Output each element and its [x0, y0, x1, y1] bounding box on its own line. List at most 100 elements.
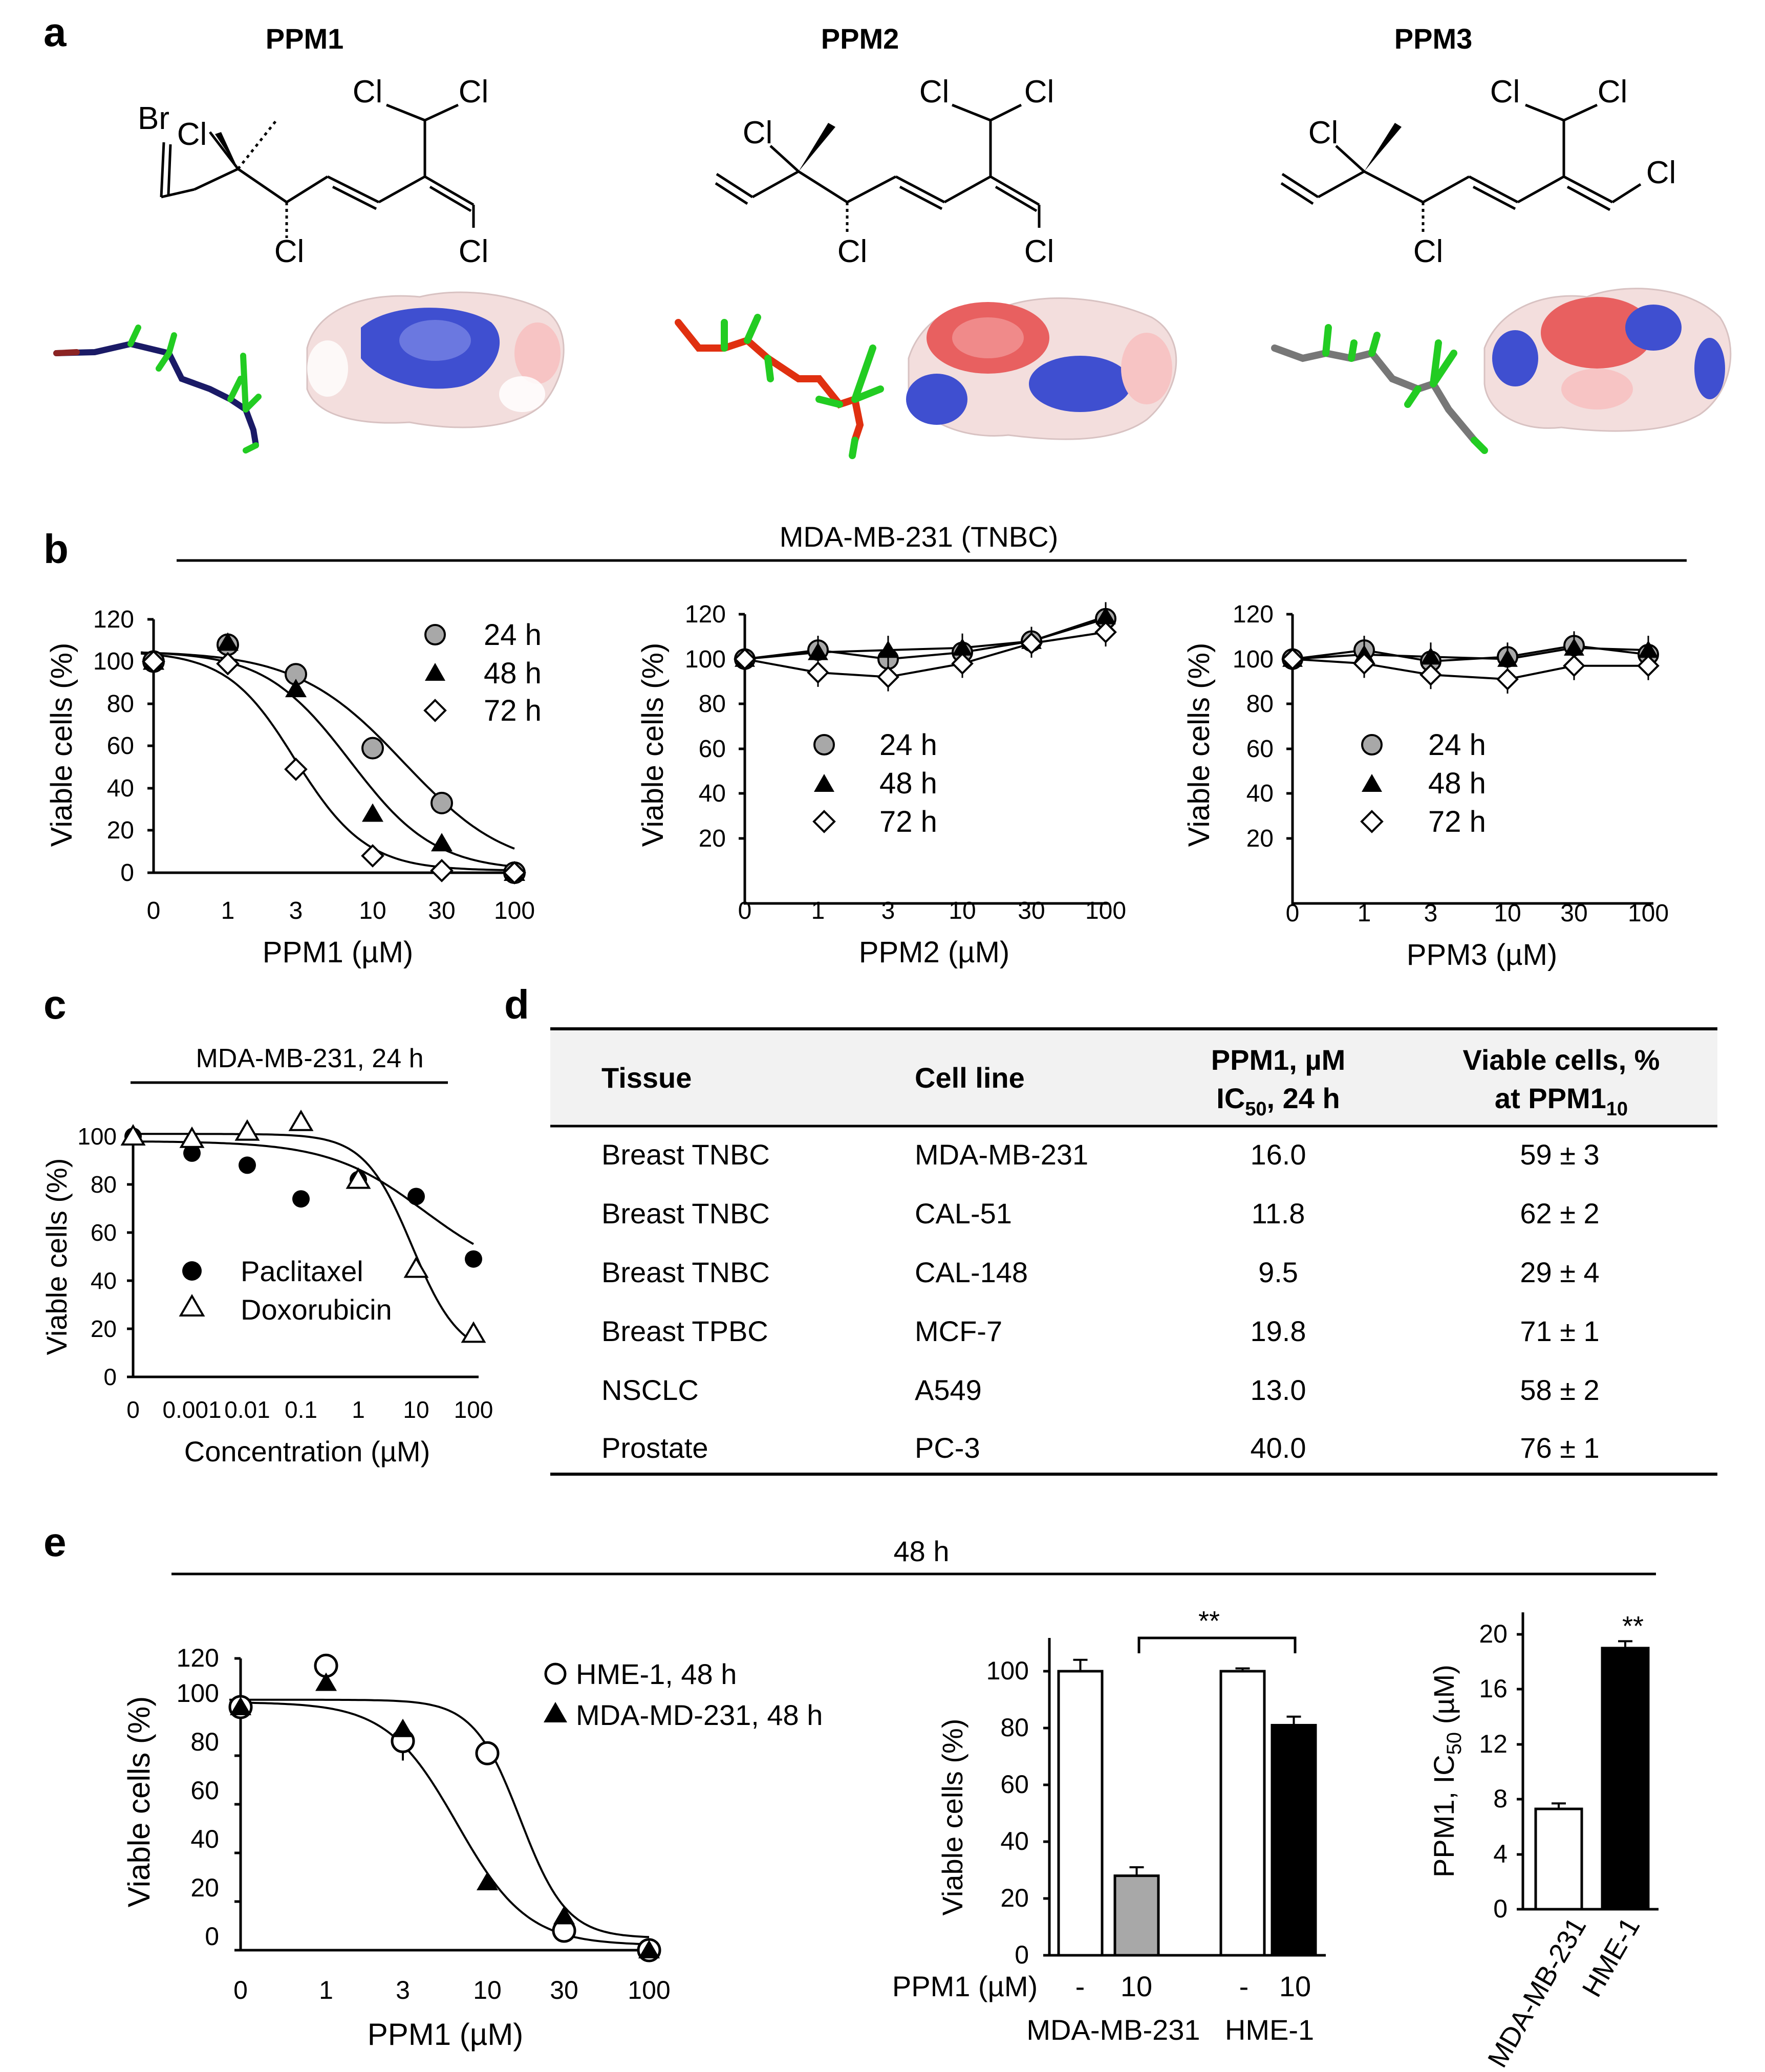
tick-label: 3: [1424, 900, 1438, 927]
tick-label: 60: [91, 1219, 117, 1246]
chart-c-yticks: 0 20 40 60 80 100: [77, 1123, 117, 1390]
column-header: at PPM110: [1495, 1082, 1628, 1120]
tick-label: 0: [1015, 1940, 1029, 1969]
significance-mark: **: [1622, 1611, 1644, 1642]
data-point: [288, 1109, 314, 1131]
data-point: [292, 1190, 310, 1208]
data-point: [461, 1321, 486, 1343]
panel-d-table: Tissue Cell line PPM1, µM IC50, 24 h Via…: [550, 1027, 1717, 1476]
tick-label: 10: [359, 897, 386, 924]
atom-label: Br: [138, 101, 169, 136]
legend-marker-48h: [1362, 774, 1382, 792]
tick-label: 120: [685, 601, 726, 628]
table-cell: MDA-MB-231: [915, 1138, 1088, 1171]
panel-label-a: a: [44, 9, 67, 55]
tick-label: 100: [628, 1976, 670, 2004]
table-cell: NSCLC: [601, 1374, 699, 1406]
tick-label: 0: [1286, 900, 1300, 927]
surface-ppm1: [306, 291, 565, 428]
table-row: Prostate PC-3 40.0 76 ± 1: [601, 1432, 1600, 1464]
atom-label: Cl: [1413, 234, 1444, 269]
chart-e1-yticks: 0 20 40 60 80 100 120: [177, 1644, 219, 1951]
data-point: [1420, 647, 1441, 665]
tick-label: 100: [986, 1656, 1029, 1685]
table-row: Breast TNBC CAL-148 9.5 29 ± 4: [601, 1256, 1600, 1288]
tick-label: 3: [881, 897, 895, 924]
atom-label: Cl: [459, 74, 489, 110]
tick-label: 30: [428, 897, 455, 924]
data-point: [431, 791, 453, 814]
tick-label: 100: [93, 648, 134, 675]
chart-b1-plot: [141, 632, 526, 884]
table-cell: Breast TNBC: [601, 1138, 770, 1171]
atom-label: Cl: [743, 115, 773, 150]
panel-label-e: e: [44, 1519, 67, 1565]
legend-label: 48 h: [484, 657, 542, 690]
legend-marker-24h: [813, 734, 835, 756]
atom-label: Cl: [1490, 74, 1520, 110]
compound-title: PPM1: [266, 23, 344, 55]
ylabel-part: PPM1, IC: [1428, 1755, 1460, 1877]
data-point: [734, 648, 756, 671]
legend-marker-72h: [423, 699, 447, 722]
header-part: at PPM1: [1495, 1082, 1606, 1114]
chart-c-xticks: 0 0.001 0.01 0.1 1 10 100: [126, 1396, 493, 1423]
table-row: Breast TNBC CAL-51 11.8 62 ± 2: [601, 1197, 1600, 1229]
tick-label: 1: [352, 1396, 365, 1423]
fit-curve: [229, 1701, 650, 1946]
series-line: [1292, 646, 1649, 660]
tick-label: 30: [550, 1976, 578, 2004]
data-point: [465, 1250, 482, 1268]
legend-marker-doxorubicin: [179, 1294, 205, 1316]
legend-marker-72h: [1360, 810, 1384, 833]
tick-label: 40: [91, 1267, 117, 1294]
tick-label: 100: [1233, 646, 1274, 673]
compound-title: PPM2: [821, 23, 899, 55]
group-label: MDA-MB-231: [1026, 2014, 1200, 2046]
tick-label: 0: [1493, 1894, 1508, 1923]
compound-title: PPM3: [1394, 23, 1473, 55]
data-point: [392, 1718, 414, 1737]
table-cell: CAL-51: [915, 1197, 1012, 1229]
table-header-bg: [550, 1029, 1717, 1126]
tick-label: 40: [107, 775, 134, 802]
atom-label: Cl: [353, 74, 383, 110]
tick-label: 0: [147, 897, 161, 924]
table-cell: 19.8: [1251, 1315, 1306, 1347]
tick-label: 60: [699, 736, 726, 763]
tick-label: 0: [205, 1922, 219, 1951]
table-row: Breast TPBC MCF-7 19.8 71 ± 1: [601, 1315, 1600, 1347]
surface-ppm3: [1483, 288, 1732, 432]
data-point: [503, 861, 526, 884]
table-cell: Breast TPBC: [601, 1315, 768, 1347]
tick-label: 1: [319, 1976, 333, 2004]
y-axis-label: Viable cells (%): [936, 1719, 968, 1916]
chart-e2-xlabels: PPM1 (µM) - 10 - 10 MDA-MB-231 HME-1: [892, 1970, 1314, 2046]
chart-c-axes: [127, 1126, 479, 1378]
table-cell: A549: [915, 1374, 982, 1406]
table-cell: 11.8: [1252, 1197, 1305, 1229]
x-axis-label: PPM3 (µM): [1407, 938, 1557, 972]
atom-label: Cl: [177, 117, 207, 152]
legend-marker-24h: [1361, 734, 1383, 756]
tick-label: 20: [107, 817, 134, 844]
tick-label: 10: [949, 897, 976, 924]
data-point: [1637, 654, 1660, 677]
tick-label: 0: [120, 859, 134, 887]
x-axis-label: PPM1 (µM): [263, 936, 413, 969]
atom-label: Cl: [459, 234, 489, 269]
table-cell: 58 ± 2: [1520, 1374, 1599, 1406]
table-header: Tissue Cell line PPM1, µM IC50, 24 h Via…: [601, 1044, 1660, 1120]
legend-label: 72 h: [484, 694, 542, 727]
tick-label: 60: [1246, 736, 1274, 763]
ylabel-sub: 50: [1443, 1732, 1466, 1755]
table-row: Breast TNBC MDA-MB-231 16.0 59 ± 3: [601, 1138, 1600, 1171]
panel-b: MDA-MB-231 (TNBC) 0 20 40 60 80 100 120 …: [45, 521, 1687, 972]
data-point: [638, 1940, 660, 1958]
tick-label: 20: [699, 825, 726, 852]
panel-label-b: b: [44, 526, 69, 572]
legend-label: Doxorubicin: [241, 1293, 392, 1326]
y-axis-label: Viable cells (%): [1182, 643, 1216, 847]
legend-label: 48 h: [1428, 767, 1486, 800]
tick-label: 20: [190, 1873, 219, 1902]
